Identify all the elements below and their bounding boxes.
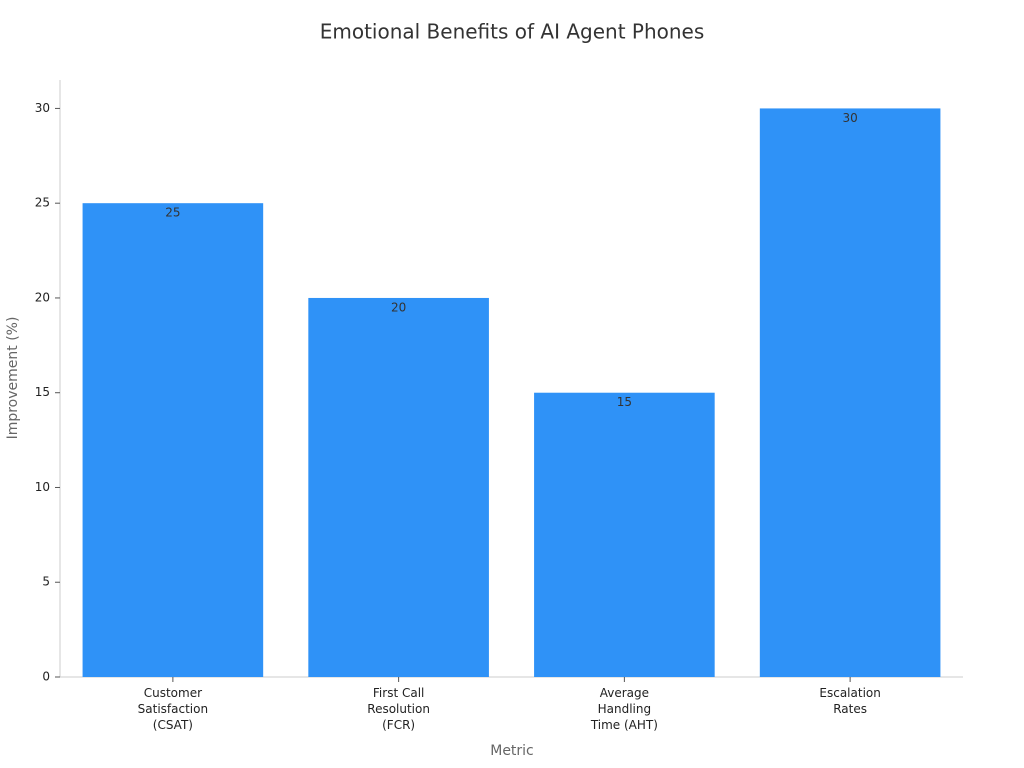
y-tick-label: 5 bbox=[42, 575, 50, 589]
bar bbox=[308, 297, 489, 677]
y-tick-label: 0 bbox=[42, 670, 50, 684]
bar bbox=[82, 203, 264, 677]
y-tick-label: 10 bbox=[35, 480, 50, 494]
x-axis-label: Metric bbox=[490, 743, 534, 759]
data-label: 15 bbox=[617, 395, 632, 409]
x-tick-label: First Call Resolution (FCR) bbox=[367, 686, 430, 732]
data-label: 25 bbox=[165, 206, 180, 220]
data-label: 20 bbox=[391, 300, 406, 314]
bar bbox=[534, 392, 715, 677]
bar bbox=[759, 108, 941, 677]
data-label: 30 bbox=[842, 111, 857, 125]
x-tick-label: Escalation Rates bbox=[819, 686, 880, 716]
y-tick-label: 15 bbox=[35, 385, 50, 399]
y-axis-label: Improvement (%) bbox=[5, 317, 21, 440]
y-tick-label: 25 bbox=[35, 196, 50, 210]
x-tick-label: Customer Satisfaction (CSAT) bbox=[138, 686, 208, 732]
y-tick-label: 20 bbox=[35, 290, 50, 304]
chart-title: Emotional Benefits of AI Agent Phones bbox=[320, 20, 705, 44]
y-tick-label: 30 bbox=[35, 101, 50, 115]
x-tick-label: Average Handling Time (AHT) bbox=[590, 686, 658, 732]
